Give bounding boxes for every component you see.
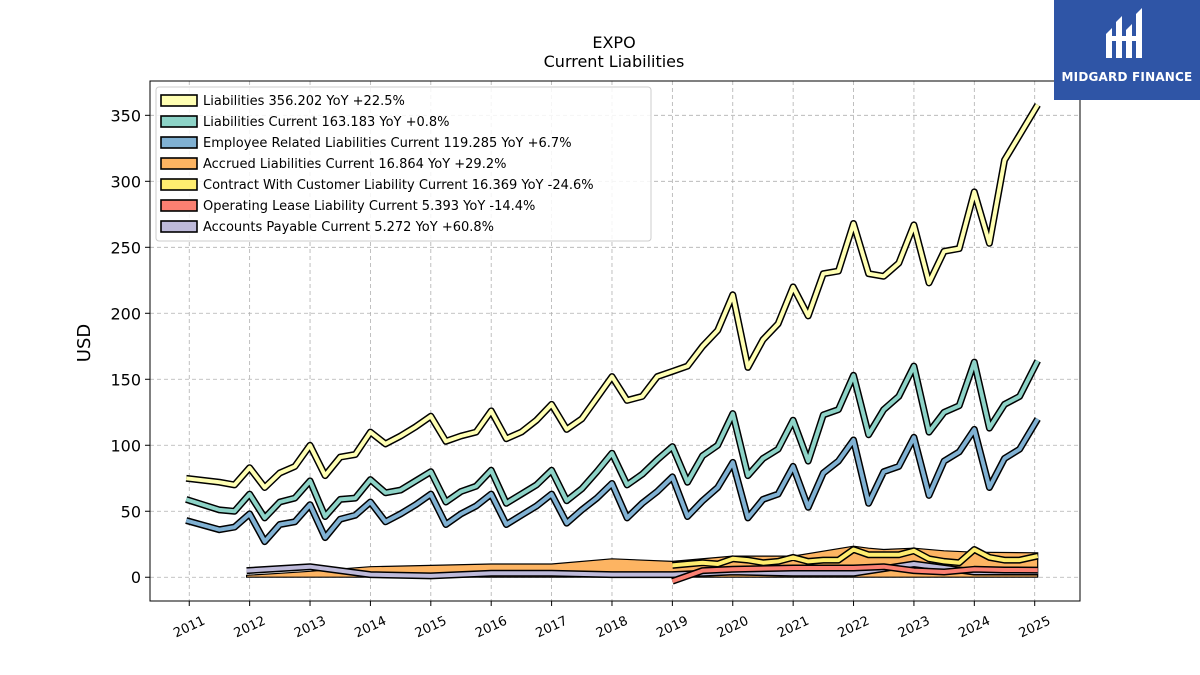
x-ticks: 2011 2012 2013 2014 2015 2016 2017 2018 2019 2020… (171, 601, 1053, 641)
y-tick-label: 50 (121, 502, 141, 521)
mf-monogram-icon (1106, 8, 1142, 58)
x-tick-label: 2024 (956, 614, 992, 642)
x-tick-label: 2018 (594, 614, 630, 642)
x-tick-label: 2022 (836, 614, 872, 642)
x-tick-label: 2013 (292, 614, 328, 642)
series-line-liabilities-current (185, 359, 1040, 520)
legend-entry: Employee Related Liabilities Current 119… (203, 136, 572, 151)
legend-swatch (160, 157, 198, 170)
y-tick-label: 200 (110, 304, 141, 323)
legend-entry: Liabilities 356.202 YoY +22.5% (203, 94, 405, 109)
y-tick-label: 250 (110, 238, 141, 257)
legend-swatch (160, 136, 198, 149)
legend-swatch (160, 199, 198, 212)
legend-entry: Liabilities Current 163.183 YoY +0.8% (203, 115, 450, 130)
x-tick-label: 2015 (413, 614, 449, 642)
x-tick-label: 2014 (352, 614, 388, 642)
chart-subtitle: Current Liabilities (544, 52, 685, 71)
y-tick-label: 300 (110, 172, 141, 191)
legend-swatch (160, 220, 198, 233)
x-tick-label: 2020 (715, 614, 751, 642)
series-line-employee-related-liabilities-current (185, 417, 1040, 544)
legend-swatch (160, 178, 198, 191)
x-tick-label: 2025 (1017, 614, 1053, 642)
y-tick-label: 350 (110, 106, 141, 125)
x-tick-label: 2016 (473, 614, 509, 642)
legend-swatch (160, 115, 198, 128)
x-tick-label: 2019 (654, 614, 690, 642)
legend-entry: Operating Lease Liability Current 5.393 … (203, 199, 535, 214)
series-line-contract-with-customer-liability-current (672, 547, 1039, 568)
chart-title: EXPO (592, 33, 635, 52)
series-line-liabilities (185, 103, 1040, 490)
y-tick-label: 100 (110, 436, 141, 455)
logo-brand-name: MIDGARD FINANCE (1061, 70, 1193, 84)
x-tick-label: 2021 (775, 614, 811, 642)
legend-entry: Accrued Liabilities Current 16.864 YoY +… (203, 157, 506, 172)
x-tick-label: 2012 (232, 614, 268, 642)
series-line-operating-lease-liability-current (671, 564, 1038, 584)
legend-box (155, 86, 652, 242)
y-axis-label: USD (74, 324, 95, 362)
plot-frame (149, 80, 1081, 602)
legend-entry: Accounts Payable Current 5.272 YoY +60.8… (203, 220, 494, 235)
y-ticks: 0 50 100 150 200 250 300 350 (110, 106, 150, 587)
y-tick-label: 0 (131, 568, 141, 587)
series-line-accounts-payable-current (246, 562, 1038, 578)
midgard-finance-logo: MIDGARD FINANCE (1054, 0, 1200, 100)
series-layer (185, 103, 1041, 585)
y-tick-label: 150 (110, 370, 141, 389)
legend: Liabilities 356.202 YoY +22.5% Liabilitie… (155, 86, 652, 242)
legend-swatch (160, 94, 198, 107)
legend-entry: Contract With Customer Liability Current… (203, 178, 594, 193)
x-tick-label: 2011 (171, 614, 207, 642)
x-tick-label: 2023 (896, 614, 932, 642)
x-tick-label: 2017 (534, 614, 570, 642)
